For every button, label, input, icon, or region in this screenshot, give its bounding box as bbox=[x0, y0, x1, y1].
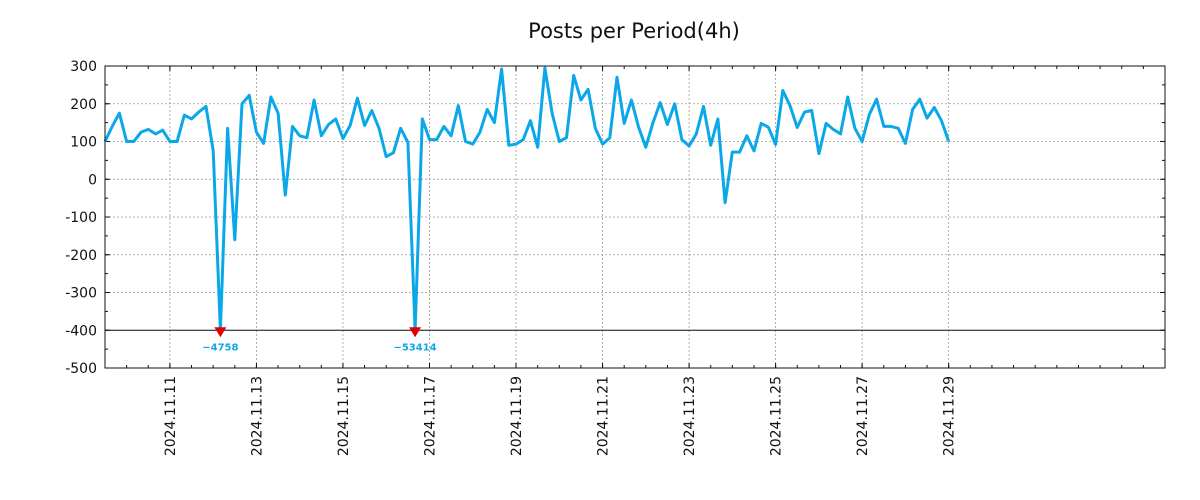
y-tick-label: 0 bbox=[88, 172, 97, 188]
x-tick-label: 2024.11.13 bbox=[249, 376, 265, 456]
series-line-posts bbox=[103, 66, 951, 332]
x-tick-label: 2024.11.11 bbox=[163, 376, 179, 456]
clip-marker-label: −4758 bbox=[202, 342, 238, 353]
y-tick-label: -400 bbox=[65, 323, 97, 339]
y-tick-label: -100 bbox=[65, 210, 97, 226]
x-tick-label: 2024.11.19 bbox=[509, 376, 525, 456]
x-tick-label: 2024.11.23 bbox=[682, 376, 698, 456]
y-tick-label: -200 bbox=[65, 248, 97, 264]
x-tick-label: 2024.11.17 bbox=[422, 376, 438, 456]
annotation-markers: −4758 −53414 bbox=[202, 327, 437, 353]
y-tick-label: -500 bbox=[65, 361, 97, 377]
x-tick-label: 2024.11.29 bbox=[942, 376, 958, 456]
chart-title: Posts per Period(4h) bbox=[528, 19, 740, 43]
x-tick-label: 2024.11.15 bbox=[336, 376, 352, 456]
clip-marker-triangle bbox=[214, 327, 227, 338]
y-tick-labels: 300 200 100 0 -100 -200 -300 -400 -500 bbox=[65, 59, 97, 377]
y-tick-label: 100 bbox=[70, 135, 97, 151]
y-tick-label: -300 bbox=[65, 286, 97, 302]
x-tick-label: 2024.11.25 bbox=[769, 376, 785, 456]
x-tick-labels: 2024.11.11 2024.11.13 2024.11.15 2024.11.17… bbox=[163, 376, 958, 456]
y-tick-label: 300 bbox=[70, 59, 97, 75]
x-tick-label: 2024.11.21 bbox=[596, 376, 612, 456]
plot-frame bbox=[104, 65, 1166, 369]
series-layer bbox=[103, 66, 951, 332]
clip-marker-triangle bbox=[409, 327, 422, 338]
y-tick-label: 200 bbox=[70, 97, 97, 113]
clip-marker-label: −53414 bbox=[393, 342, 436, 353]
x-tick-label: 2024.11.27 bbox=[855, 376, 871, 456]
